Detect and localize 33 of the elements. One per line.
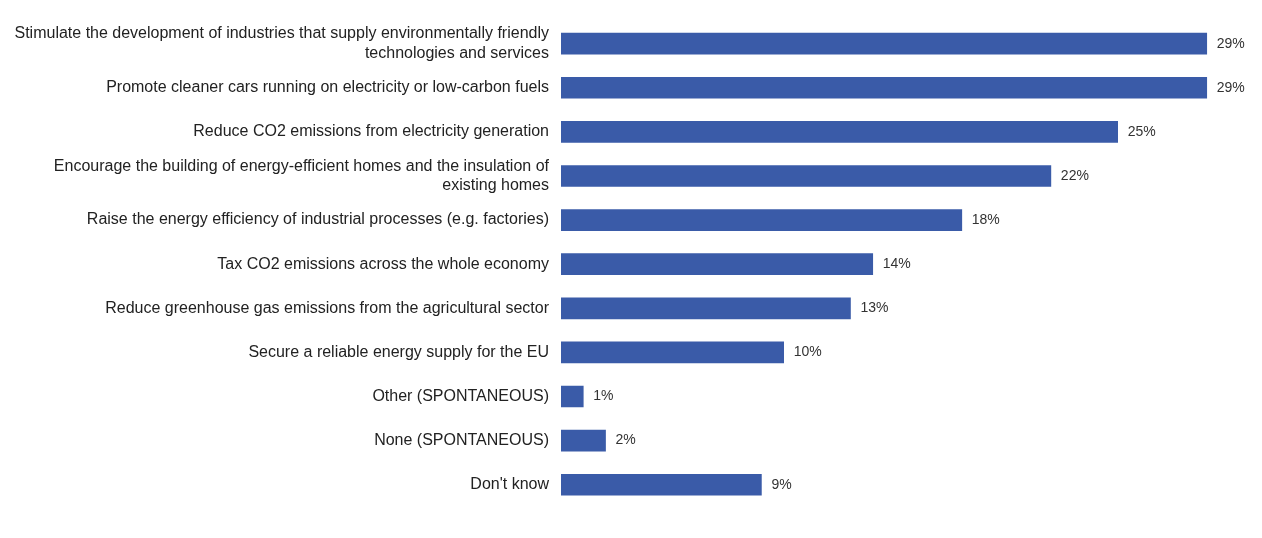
y-tick-label: Don't know — [470, 475, 550, 493]
bar — [561, 385, 584, 408]
y-tick-label: Reduce CO2 emissions from electricity generation — [193, 122, 549, 140]
data-label: 2% — [615, 431, 636, 448]
bar — [561, 76, 1208, 99]
bar — [561, 165, 1052, 187]
bar — [561, 297, 851, 320]
data-label: 29% — [1216, 78, 1245, 95]
bar — [561, 341, 784, 364]
y-tick-label: Tax CO2 emissions across the whole economy — [217, 254, 549, 272]
data-label: 1% — [593, 387, 614, 404]
bar — [561, 209, 963, 231]
data-label: 10% — [793, 343, 822, 360]
y-tick-label: Reduce greenhouse gas emissions from the agricultural sector — [105, 298, 550, 316]
y-tick-label: Secure a reliable energy supply for the EU — [248, 342, 549, 360]
data-label: 13% — [860, 299, 889, 316]
bar — [561, 429, 606, 452]
y-tick-label: Encourage the building of energy-efficient homes and the insulation of existing homes — [53, 156, 550, 193]
bar — [561, 121, 1118, 143]
y-tick-label: None (SPONTANEOUS) — [374, 431, 549, 449]
data-label: 25% — [1127, 122, 1156, 139]
data-label: 29% — [1216, 34, 1245, 51]
data-label: 9% — [771, 475, 792, 492]
data-label: 22% — [1060, 166, 1089, 183]
data-label: 14% — [882, 255, 911, 272]
bar — [561, 473, 762, 496]
bar — [561, 32, 1208, 55]
data-label: 18% — [971, 210, 1000, 227]
y-tick-label: Stimulate the development of industries that supply environmentally friendly technologies and services — [14, 24, 549, 61]
y-tick-label: Other (SPONTANEOUS) — [372, 386, 549, 404]
bar — [561, 253, 874, 276]
y-tick-label: Promote cleaner cars running on electricity or low-carbon fuels — [106, 78, 549, 96]
y-tick-label: Raise the energy efficiency of industrial processes (e.g. factories) — [86, 210, 549, 228]
